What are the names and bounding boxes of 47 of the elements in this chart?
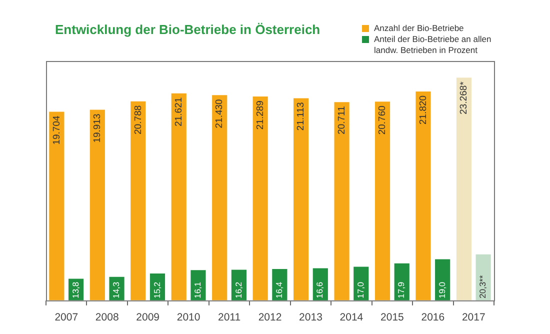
bar	[252, 96, 268, 300]
x-tick-label: 2012	[258, 312, 282, 324]
data-label: 21.430	[214, 99, 226, 128]
legend-label: Anteil der Bio-Betriebe an allen landw. Betrieben in Prozent	[374, 34, 492, 56]
x-tick-label: 2013	[299, 312, 323, 324]
data-label: 19,0	[436, 282, 447, 298]
data-label: 20.788	[132, 105, 144, 134]
bar	[212, 95, 228, 300]
data-label: 19.913	[92, 114, 104, 143]
data-label: 20.760	[377, 106, 388, 135]
data-label: 16,6	[314, 282, 325, 298]
data-label: 19.704	[51, 116, 62, 145]
data-label: 21.289	[254, 100, 266, 130]
bar	[90, 110, 105, 300]
bar	[416, 91, 431, 300]
chart-title: Entwicklung der Bio-Betriebe in Österreich	[55, 22, 320, 37]
bar	[374, 102, 390, 300]
data-label: 16,1	[192, 282, 203, 298]
data-label: 16,4	[274, 282, 284, 298]
bar	[294, 98, 309, 300]
bar	[171, 93, 186, 300]
x-tick-label: 2009	[136, 312, 160, 324]
data-label: 17,9	[396, 282, 406, 298]
x-tick-label: 2011	[218, 312, 241, 324]
x-tick-label: 2015	[380, 312, 404, 324]
data-label: 17,0	[355, 282, 366, 298]
data-label: 20.711	[336, 106, 348, 134]
data-label: 21.621	[174, 97, 184, 126]
x-tick-label: 2010	[176, 312, 200, 324]
x-tick-label: 2016	[421, 312, 445, 324]
data-label: 23.268*	[458, 81, 470, 114]
x-tick-label: 2014	[340, 312, 364, 324]
data-label: 21.113	[296, 102, 307, 131]
data-label: 21.820	[418, 95, 429, 125]
bar	[49, 112, 64, 300]
x-tick-label: 2017	[462, 312, 486, 324]
data-label: 14,3	[111, 282, 122, 298]
bar	[130, 101, 146, 300]
data-label: 13,8	[70, 282, 80, 298]
data-label: 20,3**	[478, 274, 488, 298]
data-label: 15,2	[152, 282, 162, 298]
data-label: 16,2	[233, 282, 244, 298]
bar	[334, 102, 350, 300]
bar	[456, 78, 472, 300]
x-tick-label: 2007	[54, 312, 78, 324]
x-tick-label: 2008	[95, 312, 119, 324]
legend-label: Anzahl der Bio-Betriebe	[374, 23, 464, 34]
